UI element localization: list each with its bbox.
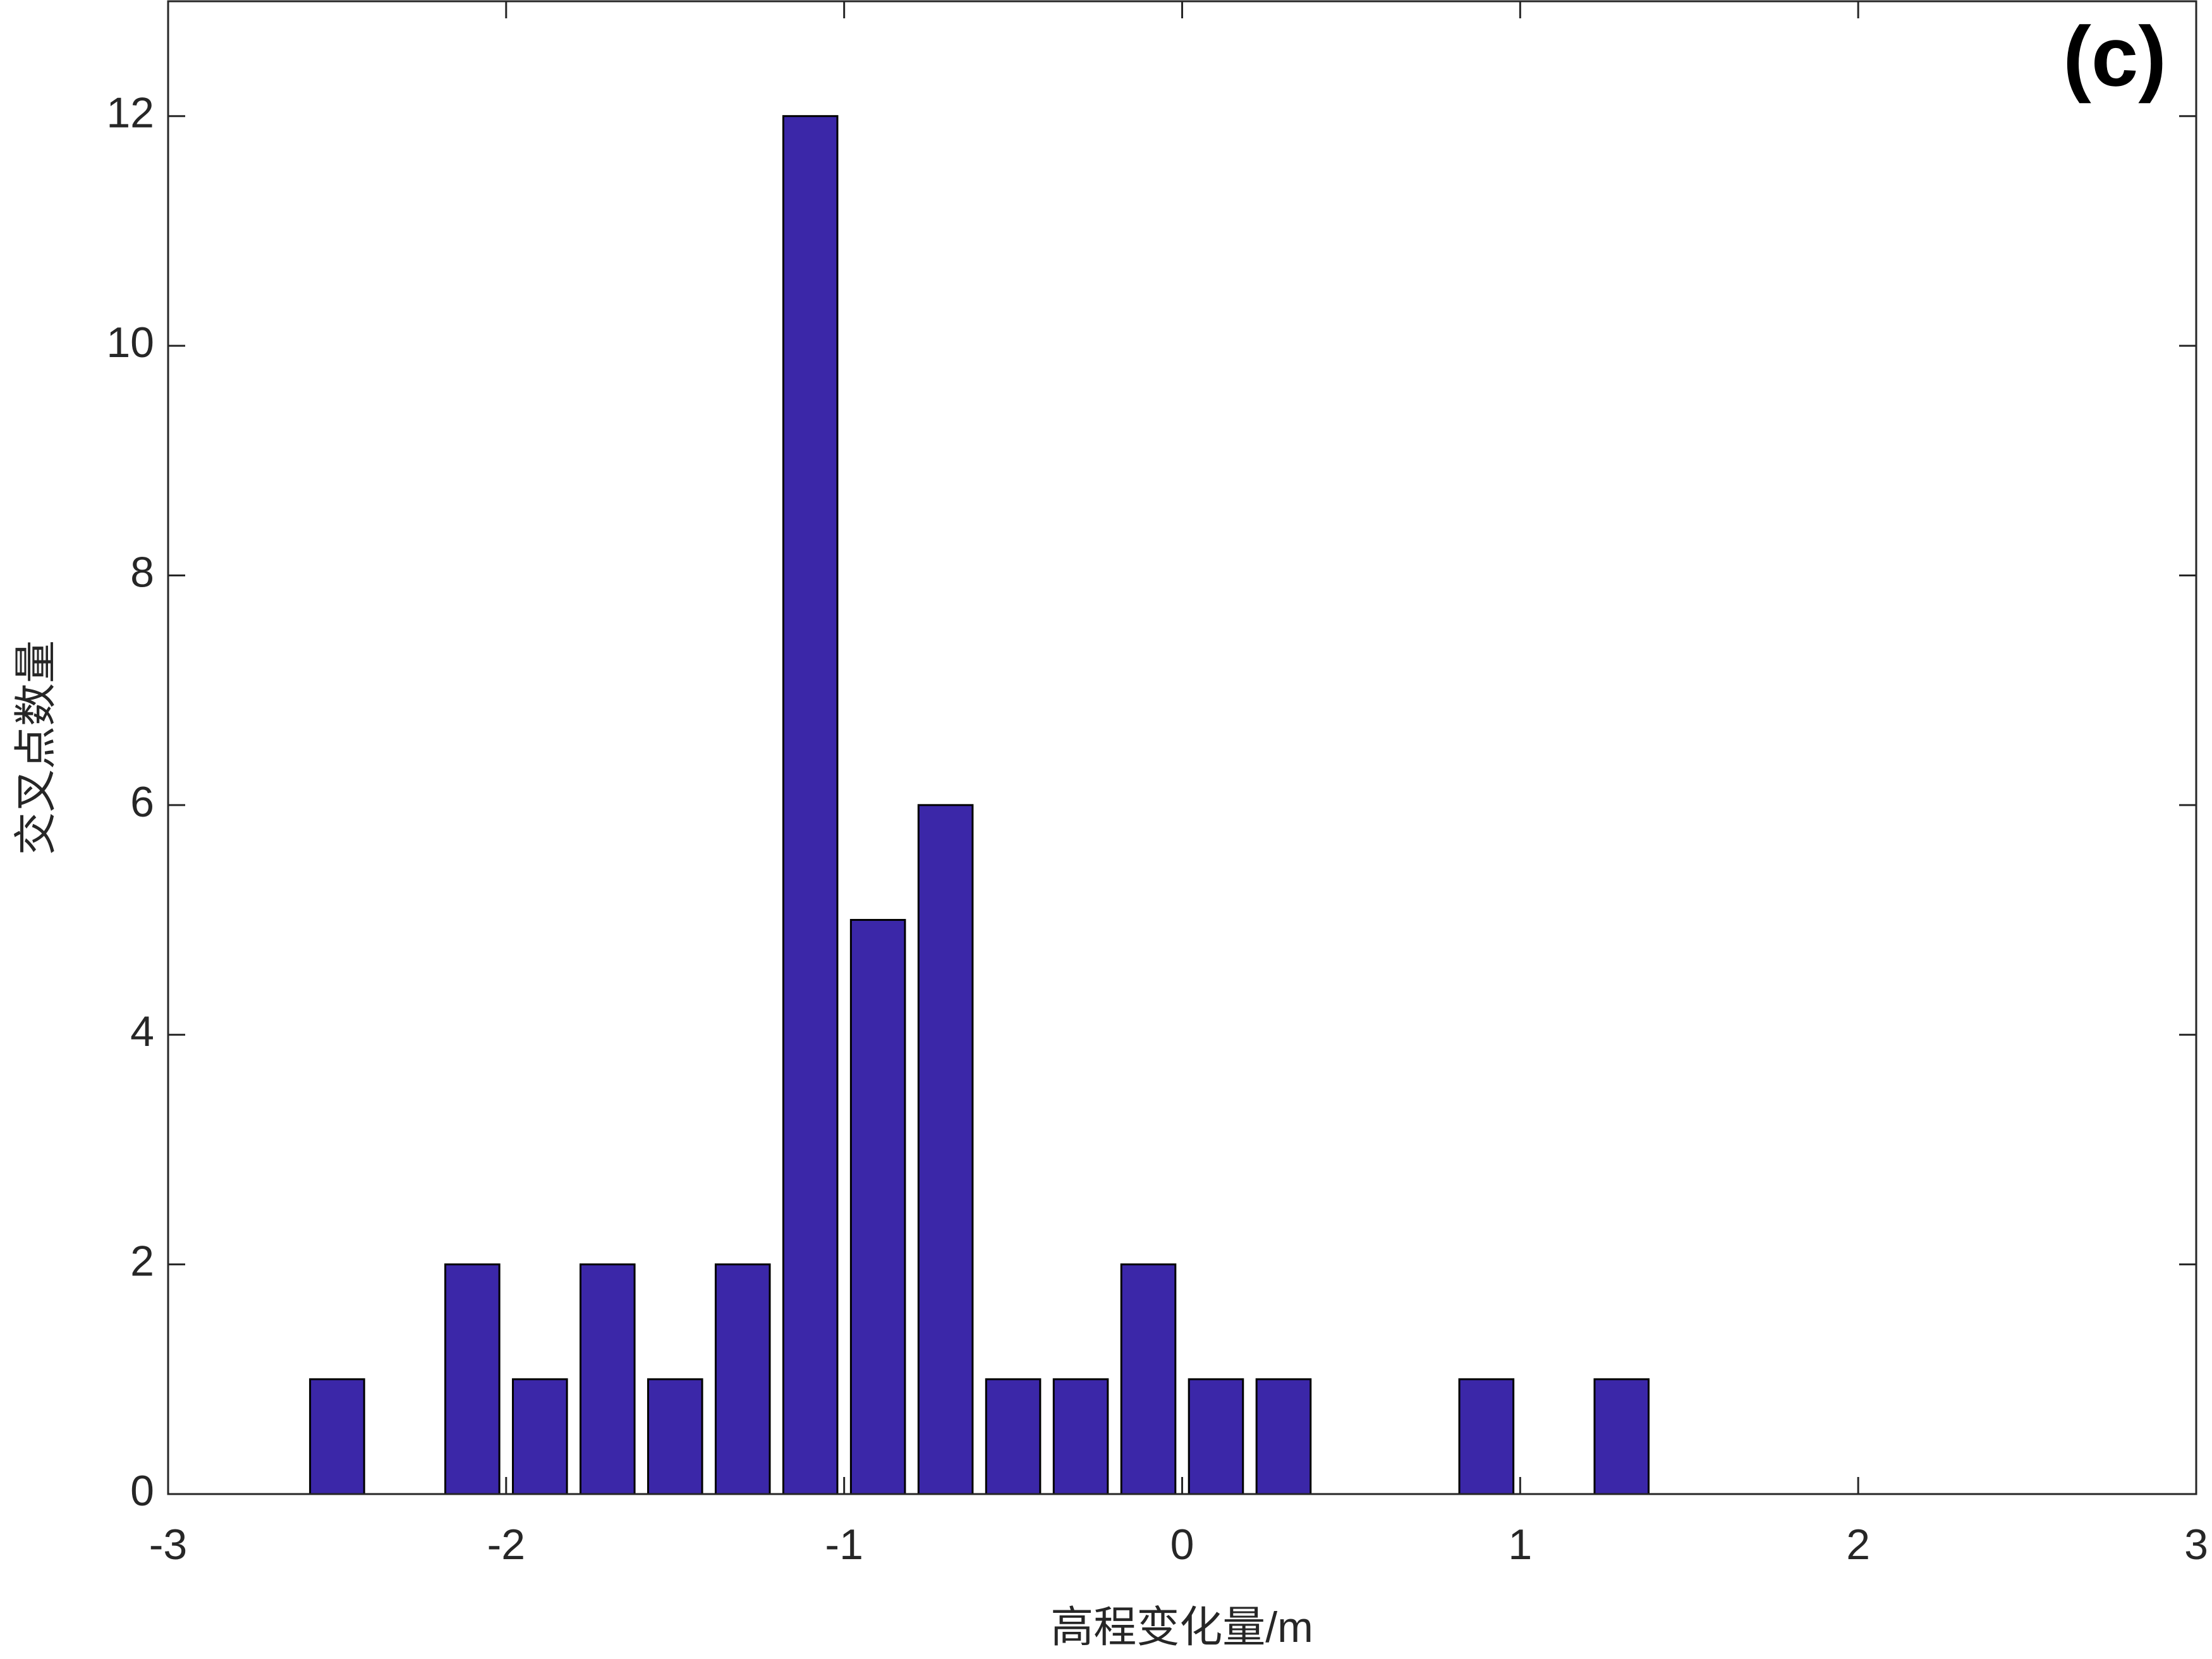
bar <box>309 1378 365 1495</box>
bar <box>579 1263 636 1495</box>
panel-label: (c) <box>2063 9 2166 104</box>
bar <box>1255 1378 1312 1495</box>
bar <box>849 919 906 1495</box>
y-tick-label: 8 <box>130 548 154 596</box>
bar <box>512 1378 568 1495</box>
x-tick-label: 1 <box>1508 1521 1532 1569</box>
bar <box>714 1263 771 1495</box>
bar <box>1458 1378 1515 1495</box>
y-tick-label: 2 <box>130 1237 154 1285</box>
bar <box>1593 1378 1650 1495</box>
x-axis-label: 高程变化量/m <box>1050 1603 1313 1651</box>
y-tick-label: 12 <box>106 89 154 137</box>
y-tick-label: 0 <box>130 1467 154 1515</box>
x-tick-label: 3 <box>2184 1521 2208 1569</box>
bar <box>444 1263 501 1495</box>
x-tick-label: -1 <box>825 1521 863 1569</box>
y-tick-label: 10 <box>106 319 154 367</box>
bar <box>1188 1378 1244 1495</box>
x-tick-label: 0 <box>1170 1521 1194 1569</box>
bar <box>1052 1378 1109 1495</box>
x-tick-label: -3 <box>149 1521 187 1569</box>
bar <box>985 1378 1042 1495</box>
y-tick-label: 6 <box>130 778 154 826</box>
plot-frame <box>167 0 2197 1495</box>
y-tick-label: 4 <box>130 1007 154 1055</box>
bar <box>647 1378 703 1495</box>
bar <box>1120 1263 1177 1495</box>
x-tick-label: -2 <box>487 1521 525 1569</box>
bar <box>917 804 974 1495</box>
x-tick-label: 2 <box>1846 1521 1870 1569</box>
bar <box>782 115 839 1495</box>
y-axis-label: 交叉点数量 <box>12 640 60 855</box>
